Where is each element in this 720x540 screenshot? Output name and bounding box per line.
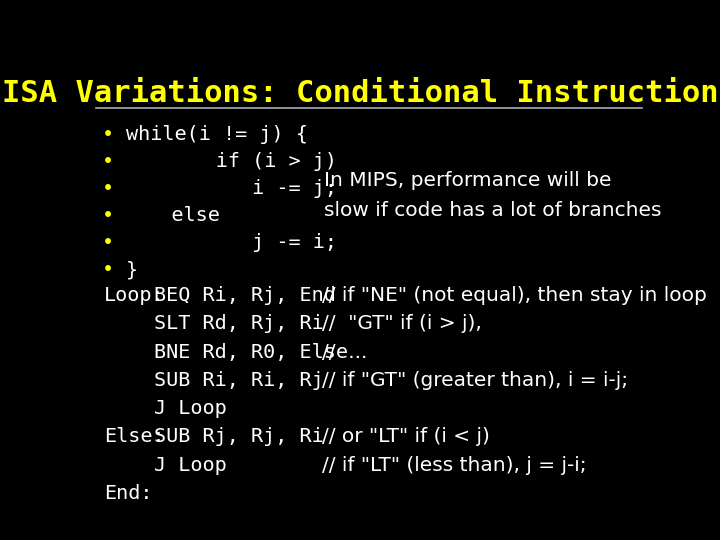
Text: if (i > j): if (i > j) — [143, 152, 337, 171]
Text: SLT Rd, Rj, Ri: SLT Rd, Rj, Ri — [154, 314, 324, 333]
Text: }: } — [126, 260, 138, 279]
Text: Else:: Else: — [104, 427, 165, 447]
Text: ISA Variations: Conditional Instructions: ISA Variations: Conditional Instructions — [1, 79, 720, 109]
Text: // if "NE" (not equal), then stay in loop: // if "NE" (not equal), then stay in loo… — [322, 286, 706, 305]
Text: //  ...: // ... — [322, 342, 367, 362]
Text: End:: End: — [104, 484, 153, 503]
Text: •: • — [102, 260, 114, 279]
Text: •: • — [102, 152, 114, 171]
Text: // if "GT" (greater than), i = i-j;: // if "GT" (greater than), i = i-j; — [322, 371, 628, 390]
Text: BEQ Ri, Rj, End: BEQ Ri, Rj, End — [154, 286, 336, 305]
Text: SUB Ri, Ri, Rj: SUB Ri, Ri, Rj — [154, 371, 324, 390]
Text: slow if code has a lot of branches: slow if code has a lot of branches — [324, 201, 662, 220]
Text: // if "LT" (less than), j = j-i;: // if "LT" (less than), j = j-i; — [322, 456, 586, 475]
Text: // or "LT" if (i < j): // or "LT" if (i < j) — [322, 427, 490, 447]
Text: •: • — [102, 206, 114, 225]
Text: •: • — [102, 125, 114, 144]
Text: //  "GT" if (i > j),: // "GT" if (i > j), — [322, 314, 482, 333]
Text: J Loop: J Loop — [154, 456, 227, 475]
Text: else: else — [135, 206, 220, 225]
Text: i -= j;: i -= j; — [143, 179, 337, 198]
Text: j -= i;: j -= i; — [143, 233, 337, 252]
Text: •: • — [102, 233, 114, 252]
Text: SUB Rj, Rj, Ri: SUB Rj, Rj, Ri — [154, 427, 324, 447]
Text: while(i != j) {: while(i != j) { — [126, 125, 308, 144]
Text: J Loop: J Loop — [154, 399, 227, 418]
Text: Loop:: Loop: — [104, 286, 165, 305]
Text: In MIPS, performance will be: In MIPS, performance will be — [324, 171, 612, 190]
Text: •: • — [102, 179, 114, 198]
Text: BNE Rd, R0, Else: BNE Rd, R0, Else — [154, 342, 348, 362]
